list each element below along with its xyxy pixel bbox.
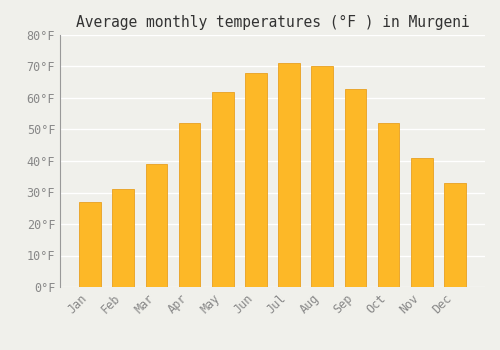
Bar	[245, 73, 266, 287]
Bar	[344, 89, 366, 287]
Bar	[411, 158, 432, 287]
Bar	[112, 189, 134, 287]
Bar	[179, 123, 201, 287]
Bar	[146, 164, 167, 287]
Bar	[312, 66, 333, 287]
Bar	[444, 183, 466, 287]
Bar	[212, 92, 234, 287]
Bar	[278, 63, 300, 287]
Bar	[378, 123, 400, 287]
Title: Average monthly temperatures (°F ) in Murgeni: Average monthly temperatures (°F ) in Mu…	[76, 15, 469, 30]
Bar	[80, 202, 101, 287]
